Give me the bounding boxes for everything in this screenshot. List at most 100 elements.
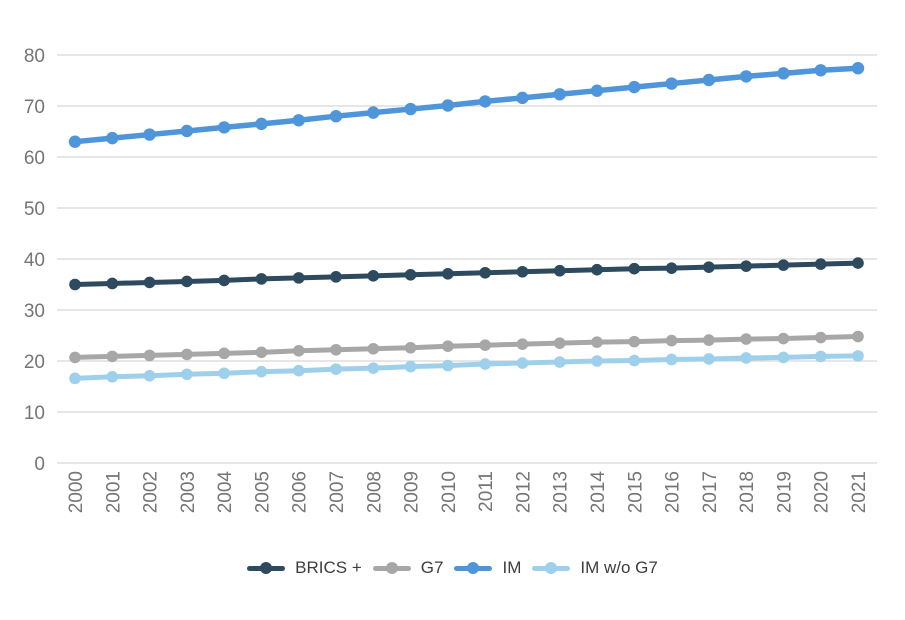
data-point[interactable] xyxy=(591,263,603,276)
data-point[interactable] xyxy=(181,348,193,361)
data-point[interactable] xyxy=(218,347,230,360)
data-point[interactable] xyxy=(218,367,230,380)
data-point[interactable] xyxy=(516,91,529,105)
data-point[interactable] xyxy=(404,341,417,354)
data-point[interactable] xyxy=(404,102,417,116)
data-point[interactable] xyxy=(442,340,454,353)
data-point[interactable] xyxy=(69,351,81,364)
data-point[interactable] xyxy=(628,80,641,94)
data-point[interactable] xyxy=(553,356,566,368)
data-point[interactable] xyxy=(255,117,268,131)
data-point[interactable] xyxy=(441,99,455,112)
legend-item-im-w-o-g7[interactable]: IM w/o G7 xyxy=(532,558,658,578)
data-point[interactable] xyxy=(478,95,492,108)
legend-item-brics-[interactable]: BRICS + xyxy=(247,558,362,578)
data-point[interactable] xyxy=(217,121,231,134)
data-point[interactable] xyxy=(814,350,827,363)
data-point[interactable] xyxy=(591,336,603,348)
x-tick-label: 2002 xyxy=(141,471,162,513)
legend-line-dot-icon xyxy=(247,562,286,574)
data-point[interactable] xyxy=(367,342,380,355)
data-point[interactable] xyxy=(703,334,715,346)
data-point[interactable] xyxy=(516,338,529,350)
data-point[interactable] xyxy=(740,260,752,272)
data-point[interactable] xyxy=(516,357,529,369)
data-point[interactable] xyxy=(255,273,268,285)
data-point[interactable] xyxy=(292,364,305,377)
x-tick-label: 2008 xyxy=(364,471,385,513)
data-point[interactable] xyxy=(777,67,790,80)
data-point[interactable] xyxy=(442,267,454,280)
data-point[interactable] xyxy=(292,272,305,284)
data-point[interactable] xyxy=(479,358,491,370)
data-point[interactable] xyxy=(739,70,753,83)
data-point[interactable] xyxy=(442,359,454,372)
data-point[interactable] xyxy=(106,277,119,290)
data-point[interactable] xyxy=(68,135,82,148)
data-point[interactable] xyxy=(665,77,678,90)
data-point[interactable] xyxy=(628,354,641,367)
data-point[interactable] xyxy=(516,265,529,278)
data-point[interactable] xyxy=(330,363,342,375)
data-point[interactable] xyxy=(702,73,716,87)
data-point[interactable] xyxy=(628,335,641,348)
legend-item-g7[interactable]: G7 xyxy=(372,558,443,578)
data-point[interactable] xyxy=(367,270,380,282)
data-point[interactable] xyxy=(703,353,715,365)
data-point[interactable] xyxy=(292,345,305,357)
data-point[interactable] xyxy=(106,371,119,383)
data-point[interactable] xyxy=(814,64,827,77)
data-point[interactable] xyxy=(814,258,827,270)
data-point[interactable] xyxy=(143,349,156,362)
data-point[interactable] xyxy=(404,360,417,373)
data-point[interactable] xyxy=(665,334,678,347)
data-point[interactable] xyxy=(703,261,715,273)
data-point[interactable] xyxy=(777,259,790,271)
y-tick-label: 60 xyxy=(24,148,45,169)
legend-line-dot-icon xyxy=(454,562,493,574)
data-point[interactable] xyxy=(852,257,864,269)
data-point[interactable] xyxy=(255,346,268,359)
data-point[interactable] xyxy=(292,114,305,127)
data-point[interactable] xyxy=(143,276,156,289)
data-point[interactable] xyxy=(553,264,566,277)
data-point[interactable] xyxy=(69,278,81,291)
data-point[interactable] xyxy=(329,110,343,123)
x-tick-label: 2007 xyxy=(327,471,348,513)
data-point[interactable] xyxy=(330,343,342,356)
data-point[interactable] xyxy=(181,368,193,381)
data-point[interactable] xyxy=(180,124,194,138)
data-point[interactable] xyxy=(852,330,864,343)
data-point[interactable] xyxy=(143,369,156,382)
data-point[interactable] xyxy=(851,62,865,75)
data-point[interactable] xyxy=(777,332,790,345)
data-point[interactable] xyxy=(404,269,417,281)
data-point[interactable] xyxy=(553,337,566,349)
legend-item-im[interactable]: IM xyxy=(454,558,521,578)
data-point[interactable] xyxy=(665,262,678,274)
data-point[interactable] xyxy=(69,372,81,385)
data-point[interactable] xyxy=(106,131,119,145)
data-point[interactable] xyxy=(591,355,603,367)
data-point[interactable] xyxy=(106,350,119,363)
data-point[interactable] xyxy=(665,353,678,366)
data-point[interactable] xyxy=(628,262,641,275)
data-point[interactable] xyxy=(740,333,752,345)
data-point[interactable] xyxy=(218,274,230,287)
data-point[interactable] xyxy=(255,365,268,378)
data-point[interactable] xyxy=(740,352,752,364)
data-point[interactable] xyxy=(553,88,566,101)
data-point[interactable] xyxy=(367,362,380,374)
series-line-g7 xyxy=(72,334,861,360)
y-tick-label: 30 xyxy=(24,301,45,322)
data-point[interactable] xyxy=(814,331,827,344)
data-point[interactable] xyxy=(852,350,864,362)
data-point[interactable] xyxy=(777,351,790,364)
data-point[interactable] xyxy=(590,84,604,97)
data-point[interactable] xyxy=(330,271,342,283)
data-point[interactable] xyxy=(479,339,491,351)
data-point[interactable] xyxy=(181,275,193,288)
data-point[interactable] xyxy=(367,106,380,119)
data-point[interactable] xyxy=(143,128,156,141)
data-point[interactable] xyxy=(479,266,491,279)
